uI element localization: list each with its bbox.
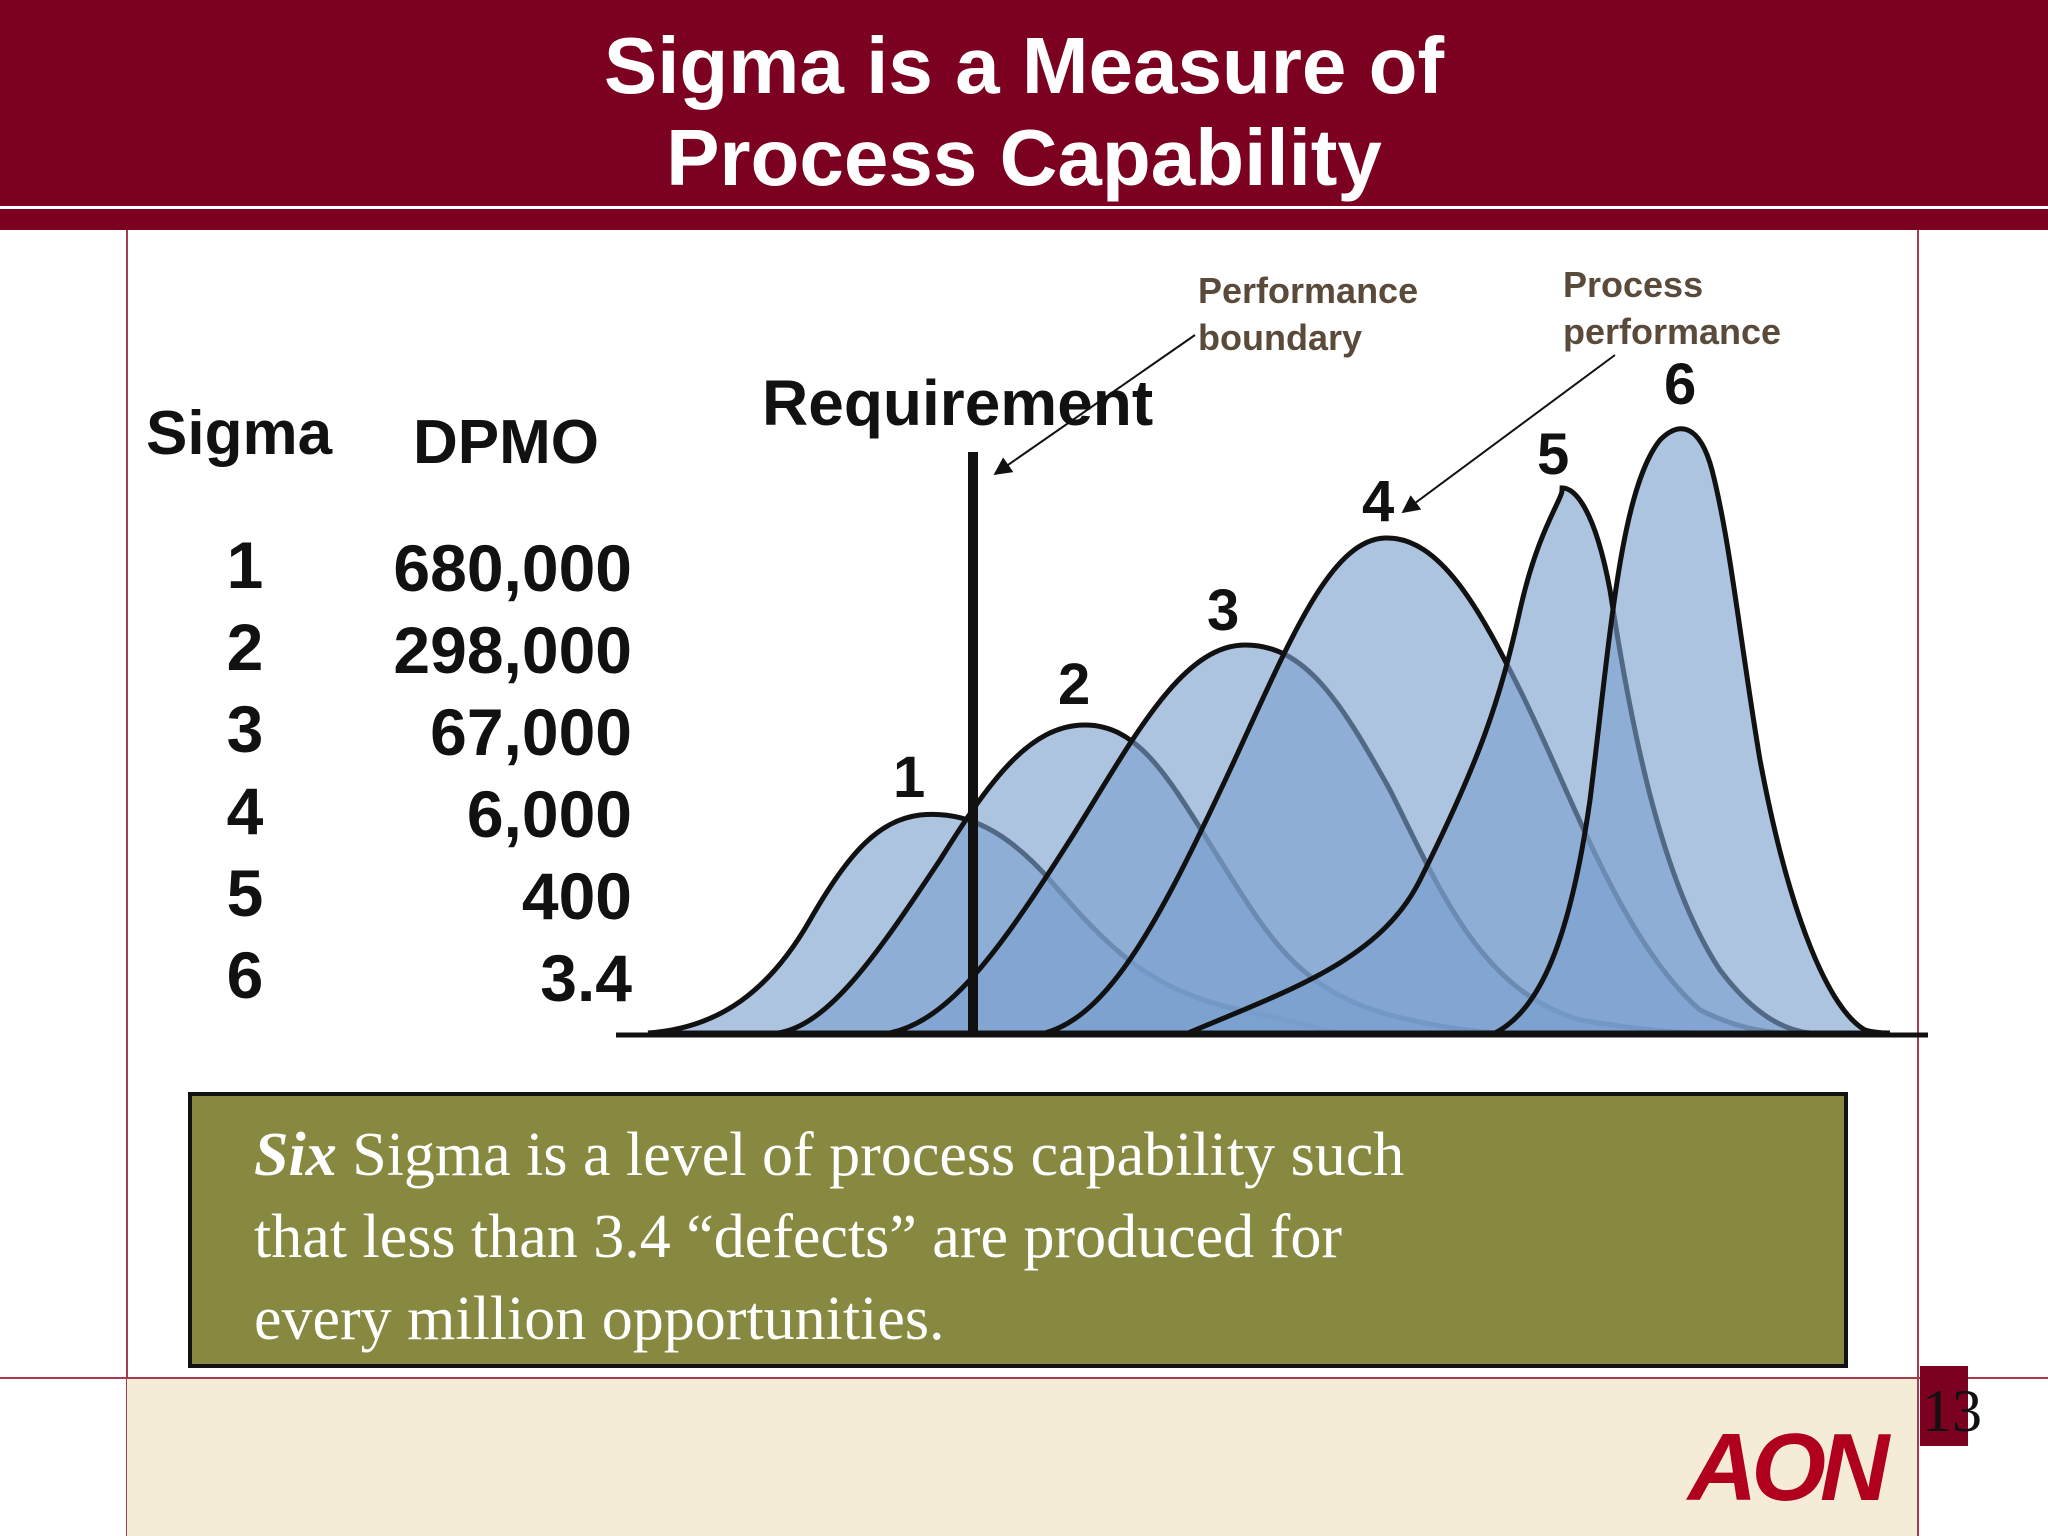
dpmo-value: 3.4 <box>540 941 632 1015</box>
definition-line-1: Six Sigma is a level of process capabili… <box>254 1114 1814 1196</box>
process-performance-label-line-2: performance <box>1563 311 1781 352</box>
curve-label-6: 6 <box>1664 352 1696 417</box>
footer-divider <box>0 1377 2048 1379</box>
performance-boundary-arrow <box>993 334 1196 476</box>
dpmo-column-header: DPMO <box>413 408 599 477</box>
sigma-values-list: 1 2 3 4 5 6 <box>200 524 290 1016</box>
dpmo-value: 6,000 <box>466 777 632 851</box>
definition-callout: Six Sigma is a level of process capabili… <box>188 1092 1848 1368</box>
curve-label-3: 3 <box>1207 578 1239 643</box>
curve-label-1: 1 <box>893 745 925 810</box>
curve-label-2: 2 <box>1058 652 1090 717</box>
performance-boundary-label-line-2: boundary <box>1198 317 1362 358</box>
frame-right-line <box>1917 230 1919 1536</box>
dpmo-value: 680,000 <box>393 531 632 605</box>
process-performance-label-line-1: Process <box>1563 264 1703 305</box>
curve-label-4: 4 <box>1362 469 1394 534</box>
footer-band <box>127 1379 1917 1536</box>
definition-line-3: every million opportunities. <box>254 1285 945 1353</box>
slide-title-line-1: Sigma is a Measure of <box>603 21 1445 110</box>
page-number-box <box>1920 1366 1968 1446</box>
page-number: 13 <box>1922 1378 1982 1444</box>
dpmo-value: 400 <box>521 859 632 933</box>
slide-title-line-2: Process Capability <box>666 113 1382 202</box>
definition-line-2: that less than 3.4 “defects” are produce… <box>254 1203 1342 1271</box>
slide-title: Sigma is a Measure of Process Capability <box>0 20 2048 204</box>
dpmo-value: 67,000 <box>430 695 632 769</box>
sigma-value: 3 <box>226 692 264 766</box>
header-divider <box>0 206 2048 209</box>
distribution-curves <box>647 426 1891 1036</box>
definition-text: Six Sigma is a level of process capabili… <box>254 1114 1814 1360</box>
sigma-column-header: Sigma <box>146 399 333 468</box>
title-bar <box>0 0 2048 206</box>
process-performance-arrow <box>1401 354 1616 514</box>
sigma-value: 6 <box>226 938 264 1012</box>
header-band <box>0 209 2048 230</box>
sigma-value: 4 <box>226 774 264 848</box>
dpmo-values-list: 680,000 298,000 67,000 6,000 400 3.4 <box>340 527 632 1019</box>
sigma-value: 2 <box>226 610 264 684</box>
aon-logo-text: AON <box>1688 1414 1889 1521</box>
definition-emphasis: Six <box>254 1121 337 1189</box>
aon-logo: AON <box>1688 1418 1889 1518</box>
frame-left-line <box>126 230 128 1536</box>
sigma-value: 5 <box>226 856 264 930</box>
sigma-value: 1 <box>226 528 264 602</box>
requirement-label: Requirement <box>762 367 1153 439</box>
performance-boundary-label-line-1: Performance <box>1198 270 1418 311</box>
process-capability-diagram: Requirement Performance boundary Process… <box>616 264 1928 1038</box>
curve-label-5: 5 <box>1537 422 1569 487</box>
distribution-curve-6 <box>1493 426 1891 1036</box>
definition-line-1-rest: Sigma is a level of process capability s… <box>336 1121 1405 1189</box>
dpmo-value: 298,000 <box>393 613 632 687</box>
